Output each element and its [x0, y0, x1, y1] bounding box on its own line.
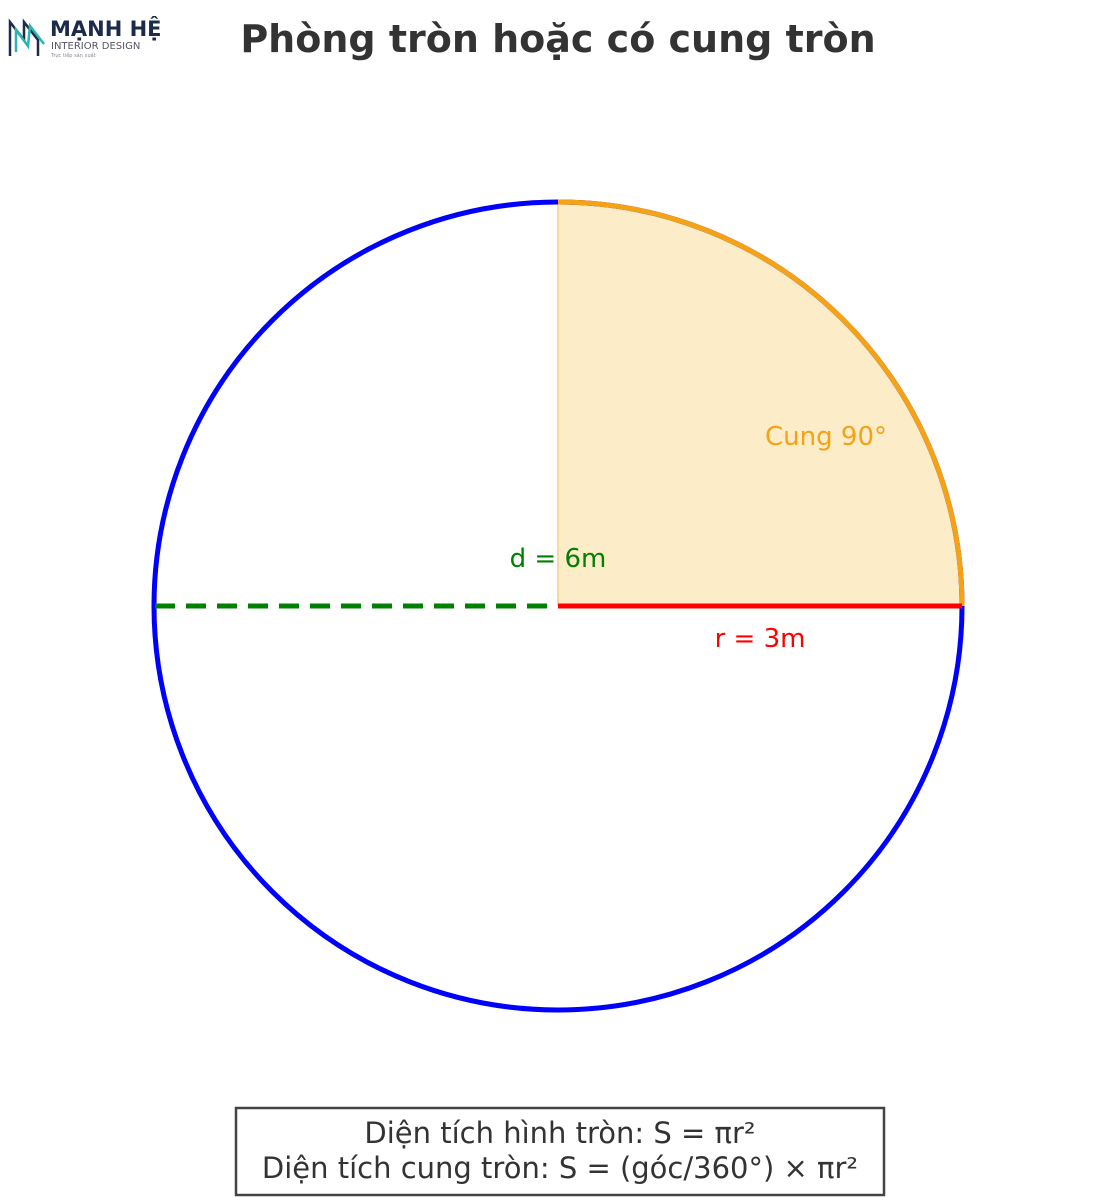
logo-mark: [8, 18, 40, 56]
logo-mark-accent: [14, 22, 45, 52]
arc: [557, 199, 965, 607]
formula: Diện tích cung tròn: S = (góc/360°) × πr…: [262, 1151, 858, 1185]
logo-name: MẠNH HỆ: [50, 15, 162, 41]
sector-fill: [558, 202, 962, 606]
logo-tagline: Trực tiếp sản xuất: [50, 52, 96, 59]
title: Phòng tròn hoặc có cung tròn: [240, 17, 875, 61]
diameter-label: d = 6m: [510, 544, 607, 574]
logo-subtitle: INTERIOR DESIGN: [51, 41, 140, 52]
formula-box: [234, 1106, 886, 1197]
formula: Diện tích hình tròn: S = πr²: [364, 1116, 755, 1150]
logo: MẠNH HỆ INTERIOR DESIGN Trực tiếp sản xu…: [8, 15, 162, 59]
arc-label: Cung 90°: [765, 422, 887, 452]
radius-label: r = 3m: [715, 624, 806, 654]
